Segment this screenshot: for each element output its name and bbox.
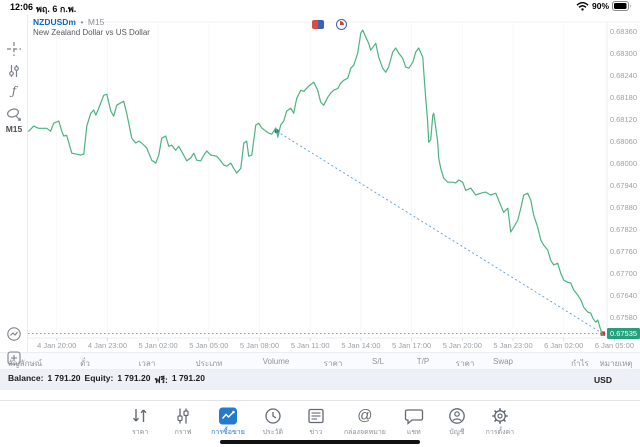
balance-value: 1 791.20	[47, 373, 81, 383]
trendline-start-marker	[274, 129, 279, 134]
col-ticket: ตั๋ว	[80, 359, 90, 368]
status-bar: 12:06 พฤ. 6 ก.พ. 90%	[0, 0, 640, 14]
wifi-icon	[576, 2, 589, 11]
equity-label: Equity:	[84, 373, 114, 383]
tab-quotes[interactable]: ราคา	[125, 407, 155, 438]
col-price-open: ราคา	[323, 359, 343, 368]
tab-mailbox[interactable]: @ กล่องจดหมาย	[343, 407, 386, 436]
price-axis-label: 0.68240	[609, 70, 637, 80]
battery-icon	[612, 1, 631, 11]
tab-settings[interactable]: การตั้งค่า	[485, 407, 515, 438]
time-axis-label: 4 Jan 23:00	[87, 341, 128, 350]
chart-type-icon[interactable]	[6, 326, 22, 342]
time-axis-label: 5 Jan 14:00	[341, 341, 381, 350]
chart-toolbar: ƒ M15	[0, 14, 28, 365]
chart-header[interactable]: NZDUSDm • M15 New Zealand Dollar vs US D…	[33, 16, 150, 38]
price-axis-label: 0.68180	[609, 92, 637, 102]
symbol-line: NZDUSDm • M15	[33, 16, 150, 27]
news-flag-icon[interactable]	[312, 20, 324, 29]
crosshair-icon[interactable]	[6, 41, 22, 57]
price-axis-label: 0.67700	[609, 268, 637, 278]
price-axis-label: 0.67640	[609, 290, 637, 300]
price-line	[28, 29, 604, 336]
session-clock-icon[interactable]	[336, 19, 347, 30]
price-axis-label: 0.68000	[609, 158, 637, 168]
arrows-updown-icon	[133, 409, 147, 422]
price-axis-label: 0.67820	[609, 224, 637, 234]
symbol-separator: •	[80, 17, 84, 27]
objects-icon[interactable]	[6, 106, 22, 122]
positions-table-header: สัญลักษณ์ ตั๋ว เวลา ประเภท Volume ราคา S…	[0, 352, 640, 370]
function-icon[interactable]: ƒ	[11, 84, 17, 98]
col-sl: S/L	[371, 357, 385, 366]
candlesticks-icon	[177, 408, 189, 424]
tab-history[interactable]: ประวัติ	[258, 407, 288, 438]
time-axis-label: 5 Jan 17:00	[392, 341, 432, 350]
col-comment: หมายเหตุ	[599, 359, 633, 368]
col-time: เวลา	[138, 359, 156, 368]
col-tp: T/P	[416, 357, 430, 366]
balance-label: Balance:	[8, 373, 44, 383]
indicators-icon[interactable]	[6, 63, 22, 79]
clock-time: 12:06	[10, 2, 34, 12]
account-currency: USD	[594, 375, 612, 385]
price-axis-label: 0.67760	[609, 246, 637, 256]
col-profit: กำไร	[571, 359, 589, 368]
price-axis-label: 0.67880	[609, 202, 637, 212]
time-axis: 4 Jan 20:00 4 Jan 23:00 5 Jan 02:00 5 Jan 0…	[0, 338, 640, 352]
price-axis-label: 0.68120	[609, 114, 637, 124]
symbol-description: New Zealand Dollar vs US Dollar	[33, 28, 150, 37]
price-axis-label: 0.68300	[609, 48, 637, 58]
equity-value: 1 791.20	[117, 373, 151, 383]
col-symbol: สัญลักษณ์	[8, 359, 43, 368]
gear-icon	[492, 408, 508, 424]
tab-news[interactable]: ข่าว	[301, 407, 331, 438]
time-axis-label: 5 Jan 02:00	[138, 341, 178, 350]
add-order-icon[interactable]	[6, 350, 22, 366]
col-swap: Swap	[492, 357, 514, 366]
time-axis-label: 5 Jan 11:00	[290, 341, 330, 350]
col-volume: Volume	[262, 357, 290, 366]
current-price-badge: 0.67535	[607, 328, 640, 340]
history-clock-icon	[265, 408, 281, 424]
free-margin-value: 1 791.20	[171, 373, 205, 383]
free-margin-label: ฟรี:	[154, 375, 168, 385]
trade-chart-icon	[218, 407, 237, 425]
price-axis-label: 0.68060	[609, 136, 637, 146]
tab-accounts[interactable]: บัญชี	[442, 407, 472, 438]
price-axis-label: 0.67940	[609, 180, 637, 190]
symbol-name: NZDUSDm	[33, 17, 76, 27]
trendline-end-marker	[600, 331, 605, 336]
status-date: พฤ. 6 ก.พ.	[36, 4, 77, 14]
account-summary-row[interactable]: Balance: 1 791.20 Equity: 1 791.20 ฟรี: …	[0, 370, 640, 390]
at-sign-icon: @	[357, 407, 373, 424]
time-axis-label: 6 Jan 05:00	[594, 341, 635, 350]
battery-percent: 90%	[591, 1, 609, 11]
symbol-timeframe: M15	[87, 17, 105, 27]
price-axis-label: 0.67580	[609, 312, 637, 322]
time-axis-label: 5 Jan 20:00	[442, 341, 482, 350]
timeframe-button[interactable]: M15	[5, 124, 23, 134]
tab-chat[interactable]: แชท	[399, 407, 429, 438]
bottom-tab-bar: ราคา กราฟ การซื้อขาย ประวัติ	[0, 400, 640, 447]
time-axis-label: 6 Jan 02:00	[544, 341, 584, 350]
time-axis-label: 5 Jan 05:00	[189, 341, 229, 350]
col-type: ประเภท	[195, 359, 223, 368]
home-indicator[interactable]	[220, 439, 420, 444]
time-axis-label: 5 Jan 08:00	[239, 341, 280, 350]
time-axis-label: 5 Jan 23:00	[493, 341, 533, 350]
tab-trade[interactable]: การซื้อขาย	[211, 407, 245, 438]
col-price-current: ราคา	[455, 359, 475, 368]
tab-charts[interactable]: กราฟ	[168, 407, 198, 438]
time-axis-label: 4 Jan 20:00	[37, 341, 77, 350]
person-circle-icon	[449, 408, 465, 424]
newspaper-icon	[308, 408, 324, 424]
chat-bubble-icon	[404, 409, 424, 425]
price-axis-label: 0.68360	[609, 26, 637, 36]
